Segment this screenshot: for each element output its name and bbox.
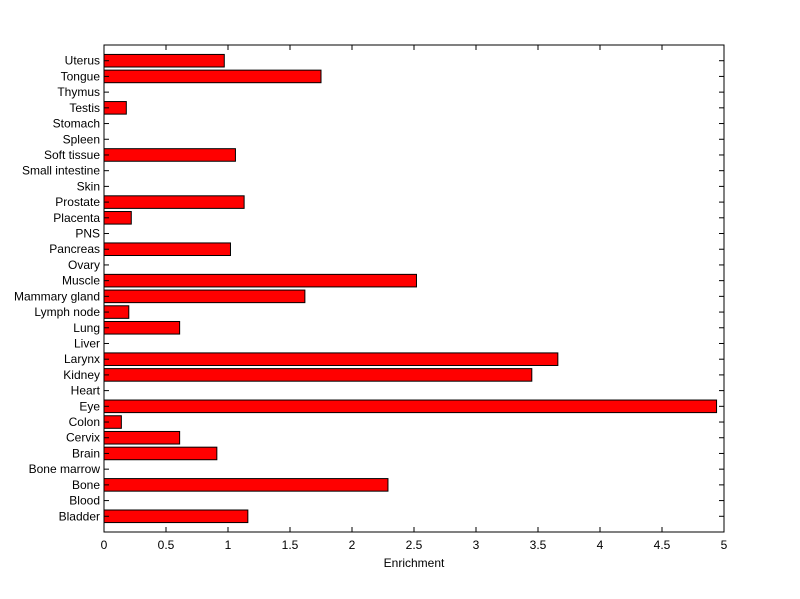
y-tick-label-mammary-gland: Mammary gland [14,289,100,303]
y-tick-label-placenta: Placenta [53,211,100,225]
y-tick-label-larynx: Larynx [64,352,100,366]
y-tick-label-eye: Eye [79,399,100,413]
y-tick-label-brain: Brain [72,446,100,460]
y-tick-label-soft-tissue: Soft tissue [44,148,100,162]
x-tick-label: 3.5 [530,538,547,552]
y-tick-label-pns: PNS [75,227,100,241]
x-tick-label: 3 [473,538,480,552]
y-tick-label-small-intestine: Small intestine [22,164,100,178]
bar-soft-tissue [103,148,236,162]
y-tick-label-lymph-node: Lymph node [34,305,100,319]
bar-muscle [103,273,417,288]
y-tick-label-colon: Colon [69,415,100,429]
x-tick-label: 2 [349,538,356,552]
bar-bone [103,478,389,492]
bar-uterus [103,53,225,68]
x-tick-label: 0.5 [158,538,175,552]
x-axis-label: Enrichment [384,556,445,570]
bar-larynx [103,352,559,366]
bars-group [103,53,718,524]
bar-pancreas [103,242,231,257]
y-tick-label-bone: Bone [72,478,100,492]
x-tick-label: 5 [721,538,728,552]
y-tick-label-blood: Blood [69,494,100,508]
x-tick-label: 4 [597,538,604,552]
y-tick-label-kidney: Kidney [63,368,100,382]
x-tick-label: 4.5 [654,538,671,552]
y-tick-label-heart: Heart [71,384,101,398]
y-tick-label-uterus: Uterus [65,54,100,68]
bar-cervix [103,430,181,445]
y-tick-label-muscle: Muscle [62,274,100,288]
x-tick-label: 2.5 [406,538,423,552]
y-tick-label-skin: Skin [77,179,100,193]
y-tick-label-liver: Liver [74,336,100,350]
x-tick-label: 1.5 [282,538,299,552]
bar-eye [103,399,718,414]
plot-frame [103,44,725,533]
y-tick-label-stomach: Stomach [53,117,100,131]
y-tick-label-bone-marrow: Bone marrow [29,462,101,476]
y-tick-label-tongue: Tongue [61,69,101,83]
y-tick-label-pancreas: Pancreas [49,242,100,256]
bar-mammary-gland [103,289,306,304]
y-tick-label-spleen: Spleen [63,132,100,146]
x-tick-label: 1 [225,538,232,552]
bar-prostate [103,195,245,209]
bar-brain [103,446,218,461]
bar-lung [103,320,181,335]
x-tick-label: 0 [101,538,108,552]
bar-kidney [103,368,533,382]
y-tick-label-testis: Testis [69,101,100,115]
bar-tongue [103,69,322,84]
bar-bladder [103,509,249,524]
y-tick-label-ovary: Ovary [68,258,100,272]
y-tick-label-thymus: Thymus [57,85,100,99]
y-tick-label-bladder: Bladder [59,509,100,523]
y-tick-label-lung: Lung [73,321,100,335]
y-tick-label-cervix: Cervix [66,431,100,445]
y-tick-label-prostate: Prostate [55,195,100,209]
